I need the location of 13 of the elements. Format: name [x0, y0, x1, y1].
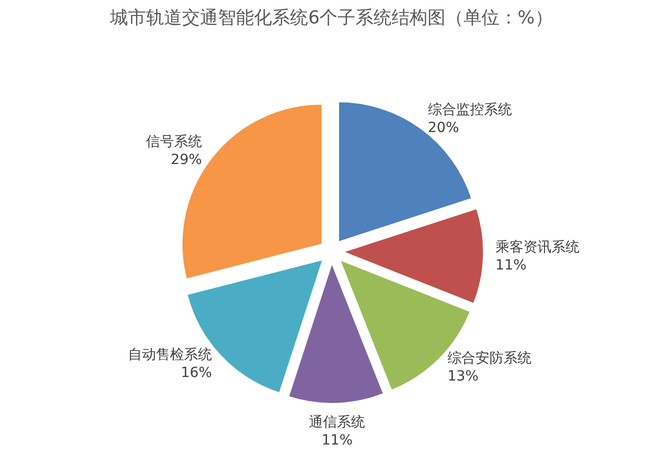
data-label: 20% [428, 120, 460, 136]
chart-title: 城市轨道交通智能化系统6个子系统结构图（单位：%） [109, 8, 553, 28]
data-label: 16% [180, 364, 212, 381]
data-label: 29% [170, 152, 202, 168]
data-label: 11% [495, 258, 527, 274]
slice-label: 信号系统 [146, 134, 202, 150]
data-label: 11% [322, 432, 353, 448]
slice-label: 自动售检系统 [128, 346, 212, 363]
slice-label: 综合监控系统 [428, 102, 512, 118]
slice-label: 乘客资讯系统 [495, 240, 580, 256]
data-label: 13% [447, 368, 479, 384]
slice-label: 综合安防系统 [447, 350, 532, 366]
slice-label: 通信系统 [309, 414, 366, 430]
